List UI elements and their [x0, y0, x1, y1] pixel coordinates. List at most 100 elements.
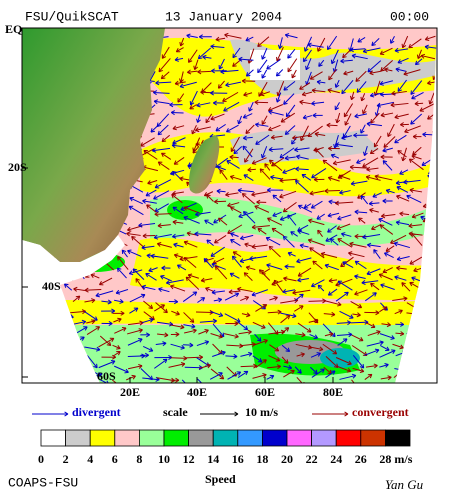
wind-arrow-head: [183, 206, 188, 208]
wind-arrow-head: [340, 60, 345, 64]
wind-arrow-head: [317, 229, 322, 233]
wind-arrow-head: [93, 365, 98, 369]
wind-arrow: [156, 321, 173, 326]
wind-arrow-head: [195, 214, 200, 217]
wind-arrow-head: [356, 88, 359, 93]
wind-arrow-head: [198, 57, 203, 60]
wind-arrow-head: [253, 363, 258, 367]
wind-arrow-head: [157, 133, 163, 136]
wind-arrow: [173, 243, 184, 248]
wind-arrow-head: [154, 184, 158, 188]
colorbar-box: [335, 429, 362, 447]
wind-arrow-head: [238, 216, 243, 219]
wind-arrow-head: [238, 121, 242, 125]
wind-arrow-head: [312, 114, 317, 118]
wind-arrow: [183, 206, 200, 214]
wind-arrow-head: [106, 380, 110, 383]
wind-arrow-head: [296, 155, 300, 160]
wind-arrow-head: [245, 72, 249, 77]
wind-arrow-head: [77, 295, 81, 301]
wind-arrow-head: [174, 56, 179, 61]
wind-arrow-head: [384, 306, 388, 311]
wind-arrow-head: [253, 365, 258, 369]
wind-arrow-head: [153, 92, 157, 96]
wind-arrow-head: [420, 369, 424, 374]
wind-arrow: [195, 126, 211, 131]
wind-arrow-head: [315, 369, 318, 374]
wind-arrow: [335, 143, 353, 148]
wind-arrow: [354, 113, 368, 118]
wind-arrow-head: [348, 252, 352, 257]
wind-arrow-head: [322, 368, 325, 373]
wind-arrow-head: [150, 128, 153, 133]
wind-arrow-head: [424, 232, 429, 236]
wind-arrow-head: [62, 348, 67, 351]
wind-arrow: [251, 191, 269, 196]
wind-arrow: [327, 89, 340, 94]
wind-arrow-head: [150, 253, 155, 257]
wind-arrow: [44, 318, 59, 324]
wind-arrow-head: [215, 127, 219, 132]
wind-arrow-head: [192, 328, 197, 331]
wind-arrow-head: [359, 371, 364, 374]
wind-arrow-head: [308, 328, 312, 333]
wind-arrow-head: [282, 169, 286, 174]
wind-arrow: [255, 359, 267, 369]
wind-arrow: [432, 126, 437, 136]
wind-arrow-head: [279, 216, 284, 221]
wind-arrow: [390, 36, 395, 44]
wind-arrow-head: [91, 298, 96, 301]
wind-arrow-head: [157, 242, 162, 245]
wind-arrow-head: [244, 242, 249, 245]
wind-arrow-head: [91, 319, 96, 322]
wind-arrow-head: [287, 214, 292, 217]
wind-arrow: [259, 269, 271, 281]
wind-arrow-head: [349, 95, 352, 100]
wind-arrow-head: [218, 217, 221, 223]
wind-arrow: [339, 374, 356, 380]
lon-label: 80E: [323, 385, 343, 399]
wind-arrow: [423, 344, 436, 352]
wind-arrow: [198, 329, 209, 335]
wind-arrow-head: [225, 82, 229, 86]
wind-arrow-head: [239, 258, 244, 262]
wind-arrow-head: [220, 71, 225, 75]
wind-arrow-head: [304, 48, 309, 52]
wind-arrow-head: [176, 310, 180, 315]
wind-arrow-head: [245, 132, 250, 134]
wind-arrow: [155, 81, 172, 84]
wind-arrow-head: [410, 122, 415, 125]
wind-arrow: [267, 365, 281, 369]
wind-arrow-head: [210, 118, 215, 121]
wind-arrow: [148, 267, 158, 272]
wind-arrow: [188, 49, 198, 63]
wind-arrow-head: [211, 68, 215, 72]
wind-arrow-head: [211, 289, 216, 294]
wind-arrow-head: [233, 152, 238, 155]
wind-arrow-head: [287, 56, 292, 59]
wind-arrow-head: [330, 154, 334, 159]
wind-arrow-head: [294, 180, 298, 185]
wind-arrow: [335, 79, 340, 88]
wind-arrow: [179, 256, 198, 260]
wind-arrow-head: [295, 168, 299, 172]
wind-arrow-head: [380, 284, 384, 289]
wind-arrow-head: [445, 323, 448, 325]
wind-arrow-head: [343, 70, 347, 75]
wind-arrow-head: [402, 157, 406, 162]
wind-arrow-head: [187, 165, 191, 170]
wind-arrow-head: [284, 264, 289, 267]
wind-arrow: [222, 91, 239, 102]
wind-arrow: [307, 125, 323, 137]
wind-arrow-head: [183, 357, 188, 361]
wind-arrow-head: [335, 281, 339, 286]
lon-label: 20E: [120, 385, 140, 399]
wind-arrow-head: [348, 333, 353, 338]
wind-arrow: [252, 321, 266, 329]
wind-arrow-head: [158, 287, 163, 290]
wind-arrow-head: [216, 166, 221, 171]
wind-arrow-head: [245, 129, 248, 134]
wind-arrow: [305, 58, 312, 70]
wind-arrow-head: [131, 236, 134, 241]
colorbar-box: [114, 429, 140, 447]
